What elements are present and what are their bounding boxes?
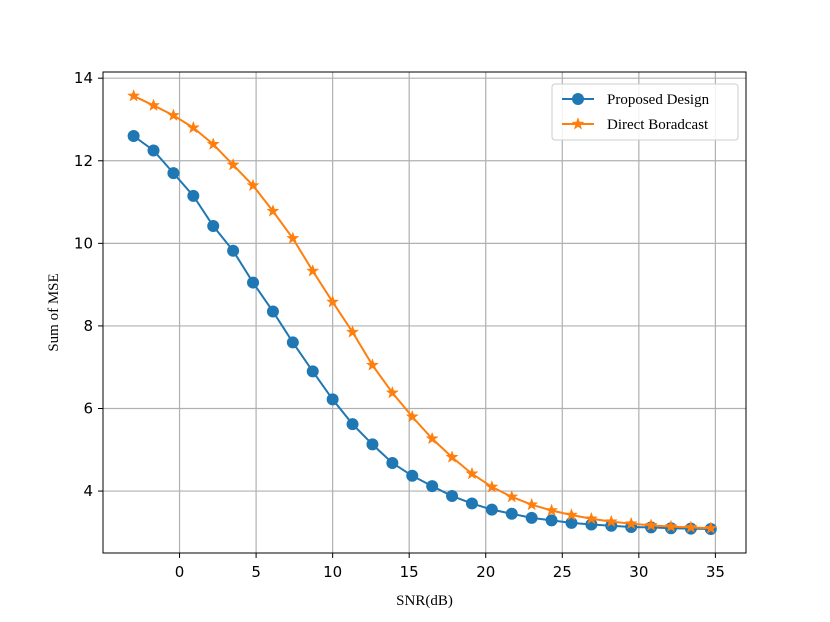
data-point — [226, 157, 240, 171]
data-point — [206, 137, 220, 150]
data-point — [485, 503, 498, 516]
x-tick-label: 10 — [323, 563, 342, 581]
x-tick-label: 15 — [400, 563, 419, 581]
legend-marker — [571, 117, 585, 130]
series-2 — [127, 88, 718, 534]
series-layer — [127, 88, 718, 536]
data-point — [564, 508, 579, 521]
legend-item-1: Proposed Design — [562, 92, 710, 108]
data-point — [306, 365, 319, 378]
grid-lines — [103, 72, 746, 553]
y-tick-label: 14 — [74, 69, 93, 87]
x-tick-label: 0 — [175, 563, 185, 581]
data-point — [127, 88, 141, 102]
x-tick-label: 25 — [553, 563, 572, 581]
legend-box — [551, 83, 739, 141]
data-point — [127, 129, 140, 142]
data-point — [146, 98, 161, 112]
x-tick-label: 20 — [476, 563, 495, 581]
data-point — [286, 231, 300, 245]
y-tick-label: 8 — [83, 317, 93, 335]
data-point — [505, 489, 519, 503]
data-point — [525, 497, 539, 511]
data-point — [286, 336, 299, 349]
data-point — [644, 518, 658, 531]
data-point — [266, 204, 280, 217]
data-point — [385, 385, 399, 399]
data-point — [425, 431, 439, 445]
legend-label: Proposed Design — [607, 92, 710, 108]
data-point — [345, 325, 360, 338]
data-point — [227, 244, 240, 257]
legend-label: Direct Boradcast — [607, 117, 709, 133]
data-point — [604, 514, 618, 528]
legend-item-2: Direct Boradcast — [562, 117, 709, 133]
y-tick-label: 10 — [74, 234, 93, 252]
x-tick-label: 30 — [629, 563, 648, 581]
x-tick-label: 35 — [706, 563, 725, 581]
data-point — [445, 450, 459, 463]
data-point — [247, 276, 260, 289]
data-point — [704, 521, 718, 534]
data-point — [664, 519, 678, 533]
data-point — [544, 503, 559, 517]
data-point — [465, 497, 478, 510]
data-point — [386, 456, 399, 469]
series-1 — [127, 129, 717, 536]
data-point — [565, 516, 578, 529]
data-point — [187, 189, 200, 202]
data-point — [624, 516, 638, 530]
data-point — [365, 358, 380, 371]
data-point — [326, 295, 340, 308]
data-point — [465, 466, 479, 480]
data-point — [346, 418, 359, 431]
y-axis-title: Sum of MSE — [46, 273, 62, 351]
data-point — [326, 393, 339, 406]
data-point — [207, 220, 220, 233]
plot-frame — [102, 71, 747, 554]
data-point — [405, 409, 419, 423]
data-point — [186, 120, 200, 134]
data-point — [266, 305, 279, 318]
data-point — [525, 511, 538, 524]
data-point — [147, 144, 160, 157]
data-point — [505, 507, 518, 520]
legend: Proposed Design Direct Boradcast — [551, 83, 739, 141]
data-point — [306, 264, 320, 277]
data-point — [545, 514, 558, 527]
x-axis-title: SNR(dB) — [396, 593, 453, 609]
data-point — [584, 511, 598, 525]
data-point — [446, 490, 459, 503]
series-line — [133, 135, 711, 531]
data-point — [485, 479, 499, 493]
y-tick-label: 6 — [83, 399, 93, 417]
data-point — [406, 469, 419, 482]
data-point — [684, 520, 698, 534]
data-point — [246, 178, 260, 192]
data-point — [166, 108, 181, 121]
y-axis: 4 6 8 10 12 14 — [74, 69, 103, 500]
legend-marker — [572, 93, 584, 105]
data-point — [366, 438, 379, 451]
x-tick-label: 5 — [251, 563, 261, 581]
y-tick-label: 12 — [74, 152, 93, 170]
data-point — [426, 480, 439, 493]
x-axis: 0 5 10 15 20 25 30 35 — [175, 553, 725, 581]
y-tick-label: 4 — [83, 482, 93, 500]
data-point — [167, 167, 180, 180]
